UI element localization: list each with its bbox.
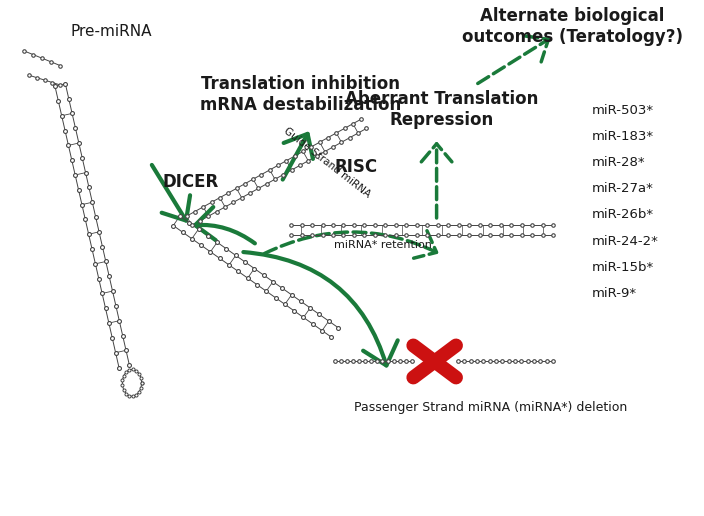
Text: miR-26b*: miR-26b* — [592, 208, 654, 221]
Text: miR-503*: miR-503* — [592, 104, 654, 117]
Text: miR-9*: miR-9* — [592, 287, 637, 300]
Text: miR-183*: miR-183* — [592, 130, 654, 143]
Text: Guide Strand miRNA: Guide Strand miRNA — [282, 126, 372, 200]
Text: miR-28*: miR-28* — [592, 156, 646, 169]
Text: miR-15b*: miR-15b* — [592, 261, 654, 274]
Text: miRNA* retention: miRNA* retention — [334, 240, 432, 250]
Text: DICER: DICER — [163, 173, 219, 191]
Text: RISC: RISC — [334, 158, 378, 176]
Text: miR-27a*: miR-27a* — [592, 182, 654, 195]
Text: Translation inhibition
mRNA destabilization: Translation inhibition mRNA destabilizat… — [200, 75, 401, 114]
Text: miR-24-2*: miR-24-2* — [592, 235, 659, 248]
Text: Alternate biological
outcomes (Teratology?): Alternate biological outcomes (Teratolog… — [462, 7, 683, 46]
Text: Passenger Strand miRNA (miRNA*) deletion: Passenger Strand miRNA (miRNA*) deletion — [354, 400, 627, 414]
Text: Aberrant Translation
Repression: Aberrant Translation Repression — [345, 90, 538, 128]
Text: Pre-miRNA: Pre-miRNA — [71, 24, 152, 39]
